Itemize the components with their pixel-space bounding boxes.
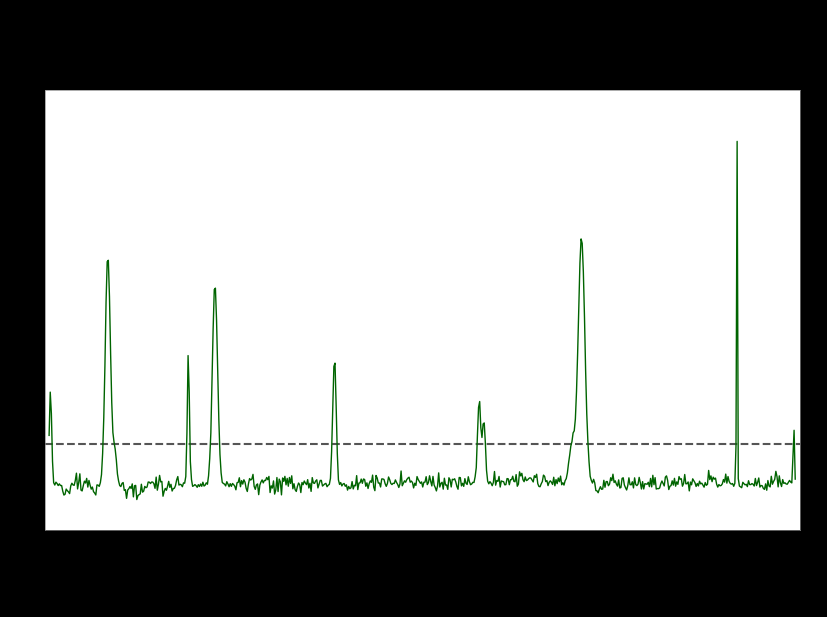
Bar: [206, 90, 225, 530]
Bar: [185, 90, 194, 530]
Bar: [103, 90, 120, 530]
Bar: [566, 90, 588, 530]
Bar: [329, 90, 338, 530]
Bar: [734, 90, 740, 530]
Bar: [475, 90, 485, 530]
